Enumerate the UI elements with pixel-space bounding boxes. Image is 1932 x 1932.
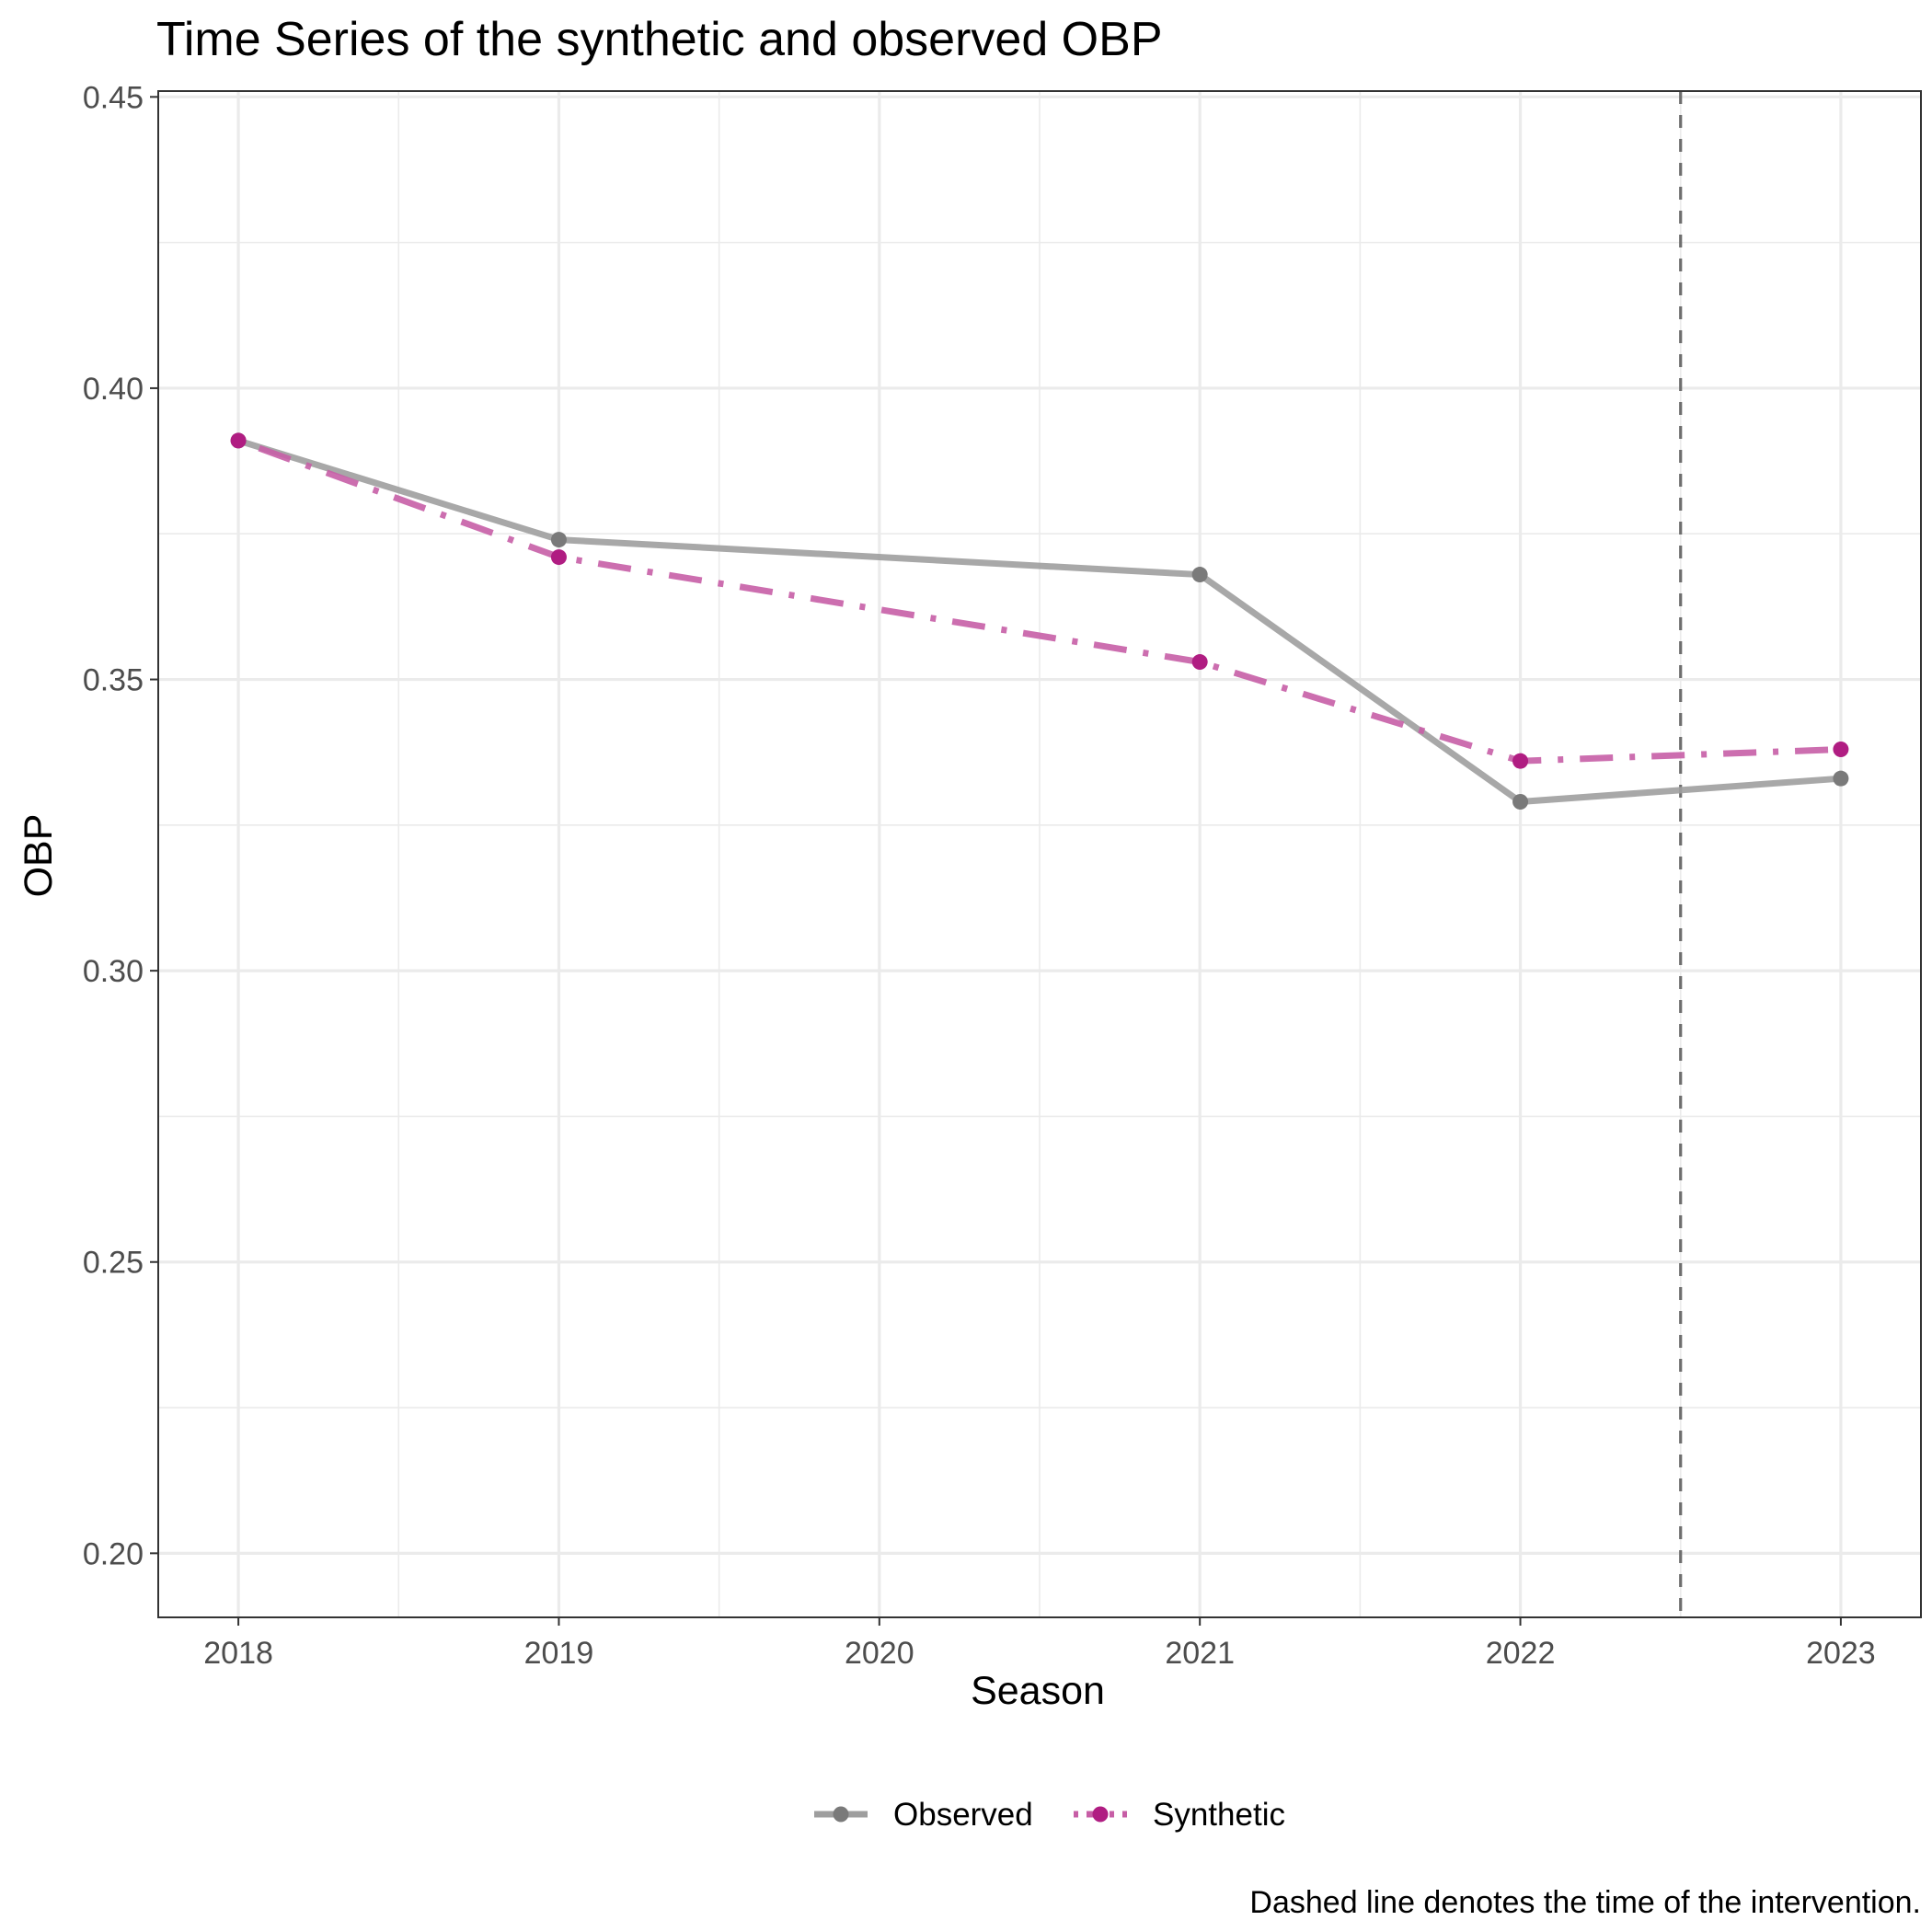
legend-key-point-observed — [833, 1806, 849, 1823]
data-point-synthetic — [1191, 654, 1208, 671]
grid — [158, 91, 1921, 1617]
x-axis-title: Season — [971, 1669, 1105, 1713]
data-point-observed — [1833, 770, 1849, 787]
y-tick-label: 0.35 — [83, 663, 144, 698]
x-tick-label: 2023 — [1806, 1636, 1876, 1671]
data-point-synthetic — [1833, 742, 1849, 758]
data-point-observed — [1512, 794, 1529, 811]
legend-label-synthetic: Synthetic — [1153, 1797, 1285, 1833]
y-tick-label: 0.30 — [83, 954, 144, 989]
data-point-synthetic — [230, 432, 247, 449]
y-tick-label: 0.40 — [83, 372, 144, 407]
legend: Observed Synthetic — [814, 1797, 1285, 1833]
legend-key-point-synthetic — [1092, 1806, 1109, 1823]
x-axis: 2018 2019 2020 2021 2022 2023 — [203, 1617, 1876, 1671]
y-axis: 0.20 0.25 0.30 0.35 0.40 0.45 — [83, 80, 158, 1571]
chart-caption: Dashed line denotes the time of the inte… — [1249, 1885, 1921, 1920]
y-axis-title: OBP — [17, 814, 61, 898]
data-point-observed — [1191, 567, 1208, 583]
legend-label-observed: Observed — [893, 1797, 1033, 1833]
data-point-observed — [550, 532, 567, 548]
data-point-synthetic — [1512, 753, 1529, 769]
x-tick-label: 2020 — [845, 1636, 914, 1671]
data-point-synthetic — [550, 549, 567, 566]
y-tick-label: 0.20 — [83, 1536, 144, 1571]
x-tick-label: 2018 — [203, 1636, 273, 1671]
y-tick-label: 0.45 — [83, 80, 144, 115]
x-tick-label: 2021 — [1165, 1636, 1235, 1671]
y-tick-label: 0.25 — [83, 1246, 144, 1281]
x-tick-label: 2022 — [1486, 1636, 1556, 1671]
series-lines — [230, 432, 1849, 811]
x-tick-label: 2019 — [524, 1636, 594, 1671]
chart-title: Time Series of the synthetic and observe… — [156, 13, 1163, 66]
plot-panel — [157, 90, 1922, 1618]
